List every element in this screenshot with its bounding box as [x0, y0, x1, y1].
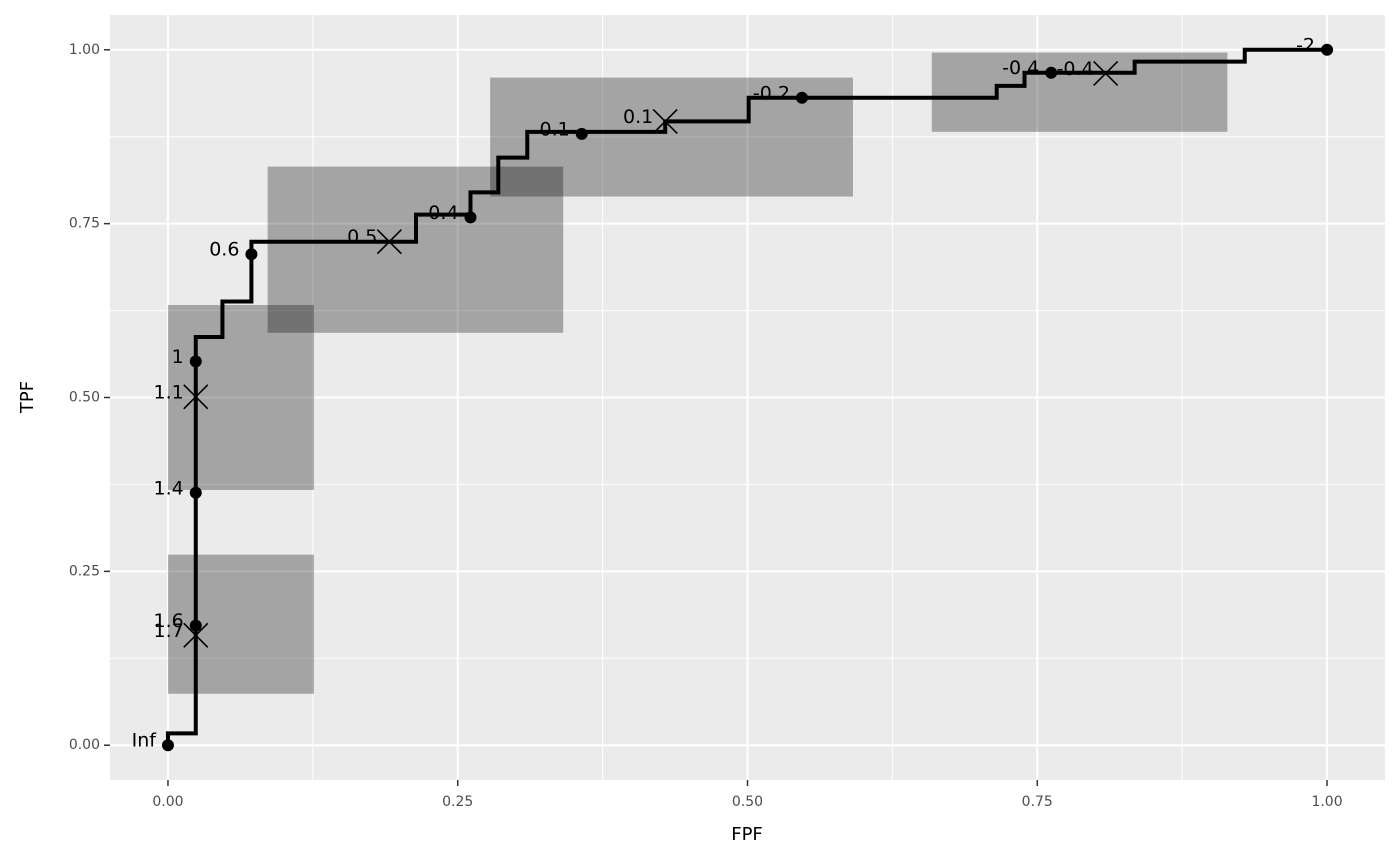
cutoff-point — [161, 739, 174, 752]
region-center — [183, 384, 209, 410]
cutoff-label: 0.1 — [540, 118, 570, 140]
x-tick-label: 0.00 — [152, 794, 183, 810]
y-tick-label: 1.00 — [69, 42, 100, 58]
cutoff-point — [189, 619, 202, 632]
cross-stroke — [183, 622, 209, 648]
x-tick-label: 1.00 — [1311, 794, 1342, 810]
x-tick-label: 0.50 — [732, 794, 763, 810]
cutoff-label: 1.4 — [154, 477, 184, 499]
cutoff-point — [575, 127, 588, 140]
cross-stroke — [1093, 60, 1119, 86]
cross-stroke — [183, 384, 209, 410]
region-label: 0.1 — [623, 106, 653, 128]
y-tick-label: 0.50 — [69, 390, 100, 406]
cutoff-point — [464, 211, 477, 224]
cutoff-label: Inf — [132, 730, 158, 752]
cutoff-label: -0.2 — [753, 82, 790, 104]
x-tick-label: 0.25 — [442, 794, 473, 810]
y-axis-title: TPF — [17, 381, 38, 414]
cutoff-point — [245, 248, 258, 261]
cutoff-label: 0.4 — [428, 202, 458, 224]
cutoff-point — [795, 91, 808, 104]
x-axis-title: FPF — [731, 824, 763, 845]
cutoff-label: -2 — [1296, 34, 1315, 56]
cutoff-point — [189, 355, 202, 368]
region-label: 1.1 — [154, 381, 184, 403]
cross-stroke — [376, 229, 402, 255]
confidence-region — [167, 554, 314, 694]
roc-curve — [165, 47, 1328, 746]
cutoff-label: 1.6 — [154, 610, 184, 632]
confidence-region — [267, 166, 564, 333]
region-center — [376, 229, 402, 255]
cutoff-point — [189, 486, 202, 499]
cutoff-label: 0.6 — [209, 239, 239, 261]
y-tick-label: 0.00 — [69, 737, 100, 753]
region-label: -0.4 — [1057, 58, 1094, 80]
cutoff-point — [1321, 43, 1334, 56]
region-label: 0.5 — [347, 226, 377, 248]
cross-stroke — [652, 108, 678, 134]
confidence-region — [931, 52, 1228, 132]
y-tick-label: 0.75 — [69, 216, 100, 232]
region-center — [652, 108, 678, 134]
confidence-region — [167, 305, 314, 490]
region-center — [1093, 60, 1119, 86]
x-tick-label: 0.75 — [1022, 794, 1053, 810]
cutoff-label: 1 — [172, 346, 184, 368]
cutoff-point — [1045, 66, 1058, 79]
region-center — [183, 622, 209, 648]
cutoff-label: -0.4 — [1002, 57, 1039, 79]
y-tick-label: 0.25 — [69, 563, 100, 579]
region-label: 1.7 — [154, 620, 184, 642]
